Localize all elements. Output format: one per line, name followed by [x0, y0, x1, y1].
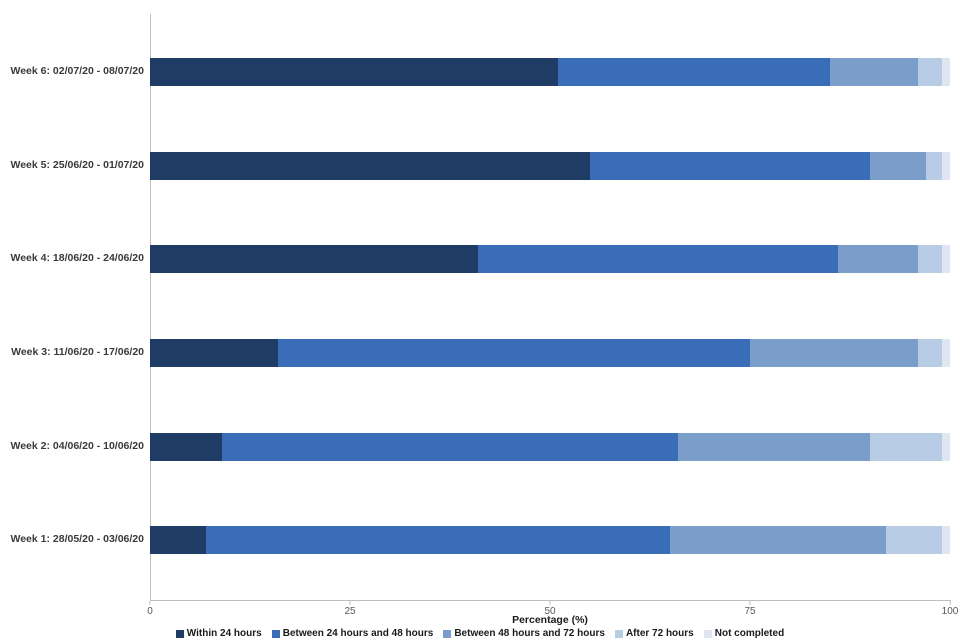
category-label: Week 3: 11/06/20 - 17/06/20 [11, 346, 144, 359]
bar-segment [678, 432, 870, 461]
stacked-bar [150, 526, 950, 555]
tick-mark [149, 601, 151, 605]
legend: Within 24 hours Between 24 hours and 48 h… [0, 628, 960, 639]
chart-row: Week 1: 28/05/20 - 03/06/20 [0, 493, 950, 587]
stacked-bar [150, 338, 950, 367]
stacked-bar [150, 151, 950, 180]
bar-segment [150, 338, 278, 367]
bar-segment [590, 151, 870, 180]
legend-label: Not completed [714, 628, 785, 639]
x-axis-title: Percentage (%) [512, 614, 588, 626]
legend-swatch-icon [614, 629, 623, 638]
category-label: Week 2: 04/06/20 - 10/06/20 [10, 439, 145, 452]
chart-row: Week 4: 18/06/20 - 24/06/20 [0, 212, 950, 306]
legend-label: Between 24 hours and 48 hours [282, 628, 434, 639]
stacked-bar [150, 57, 950, 86]
legend-item: Between 48 hours and 72 hours [443, 628, 605, 639]
x-axis-ticks: 0 25 50 75 100 [147, 601, 958, 617]
x-tick-label: 75 [744, 606, 756, 617]
bar-segment [478, 245, 838, 274]
x-tick: 100 [941, 601, 959, 617]
bar-segment [942, 245, 950, 274]
bar-segment [870, 432, 942, 461]
legend-swatch-icon [703, 629, 712, 638]
x-tick-label: 25 [344, 606, 356, 617]
category-label: Week 6: 02/07/20 - 08/07/20 [10, 65, 145, 78]
bar-segment [926, 151, 942, 180]
chart-row: Week 5: 25/06/20 - 01/07/20 [0, 119, 950, 213]
stacked-bar [150, 432, 950, 461]
category-label: Week 4: 18/06/20 - 24/06/20 [10, 252, 145, 265]
category-label: Week 5: 25/06/20 - 01/07/20 [10, 158, 145, 171]
bar-segment [150, 245, 478, 274]
bar-segment [942, 432, 950, 461]
x-tick: 50 [544, 601, 556, 617]
bar-segment [206, 526, 670, 555]
legend-item: Not completed [703, 628, 785, 639]
x-axis-line [150, 600, 951, 601]
category-label: Week 1: 28/05/20 - 03/06/20 [10, 533, 145, 546]
bar-segment [870, 151, 926, 180]
stacked-bar [150, 245, 950, 274]
legend-label: Within 24 hours [186, 628, 262, 639]
x-tick-label: 100 [941, 606, 959, 617]
tick-mark [549, 601, 551, 605]
x-tick: 25 [344, 601, 356, 617]
bar-segment [838, 245, 918, 274]
bar-segment [750, 338, 918, 367]
bar-segment [942, 338, 950, 367]
legend-item: Within 24 hours [175, 628, 262, 639]
bar-segment [150, 526, 206, 555]
legend-label: Between 48 hours and 72 hours [454, 628, 605, 639]
x-tick: 75 [744, 601, 756, 617]
x-tick-label: 0 [147, 606, 153, 617]
tick-mark [349, 601, 351, 605]
y-axis-line [150, 14, 151, 601]
bar-segment [942, 151, 950, 180]
bar-segment [222, 432, 678, 461]
bar-segment [150, 432, 222, 461]
bar-segment [150, 151, 590, 180]
tick-mark [749, 601, 751, 605]
x-tick-label: 50 [544, 606, 556, 617]
legend-item: Between 24 hours and 48 hours [271, 628, 434, 639]
bar-segment [150, 57, 558, 86]
bar-segment [278, 338, 750, 367]
bar-segment [942, 526, 950, 555]
bar-segment [558, 57, 830, 86]
bar-segment [918, 57, 942, 86]
bar-segment [830, 57, 918, 86]
bar-segment [918, 245, 942, 274]
chart-row: Week 6: 02/07/20 - 08/07/20 [0, 25, 950, 119]
bar-segment [918, 338, 942, 367]
x-tick: 0 [147, 601, 153, 617]
bar-segment [886, 526, 942, 555]
legend-swatch-icon [271, 629, 280, 638]
bar-segment [942, 57, 950, 86]
tick-mark [949, 601, 951, 605]
legend-swatch-icon [443, 629, 452, 638]
chart-row: Week 3: 11/06/20 - 17/06/20 [0, 306, 950, 400]
bar-segment [670, 526, 886, 555]
chart-row: Week 2: 04/06/20 - 10/06/20 [0, 400, 950, 494]
legend-swatch-icon [175, 629, 184, 638]
legend-item: After 72 hours [614, 628, 694, 639]
plot-area: Week 6: 02/07/20 - 08/07/20 Week 5: 25/06… [0, 25, 950, 587]
legend-label: After 72 hours [625, 628, 694, 639]
